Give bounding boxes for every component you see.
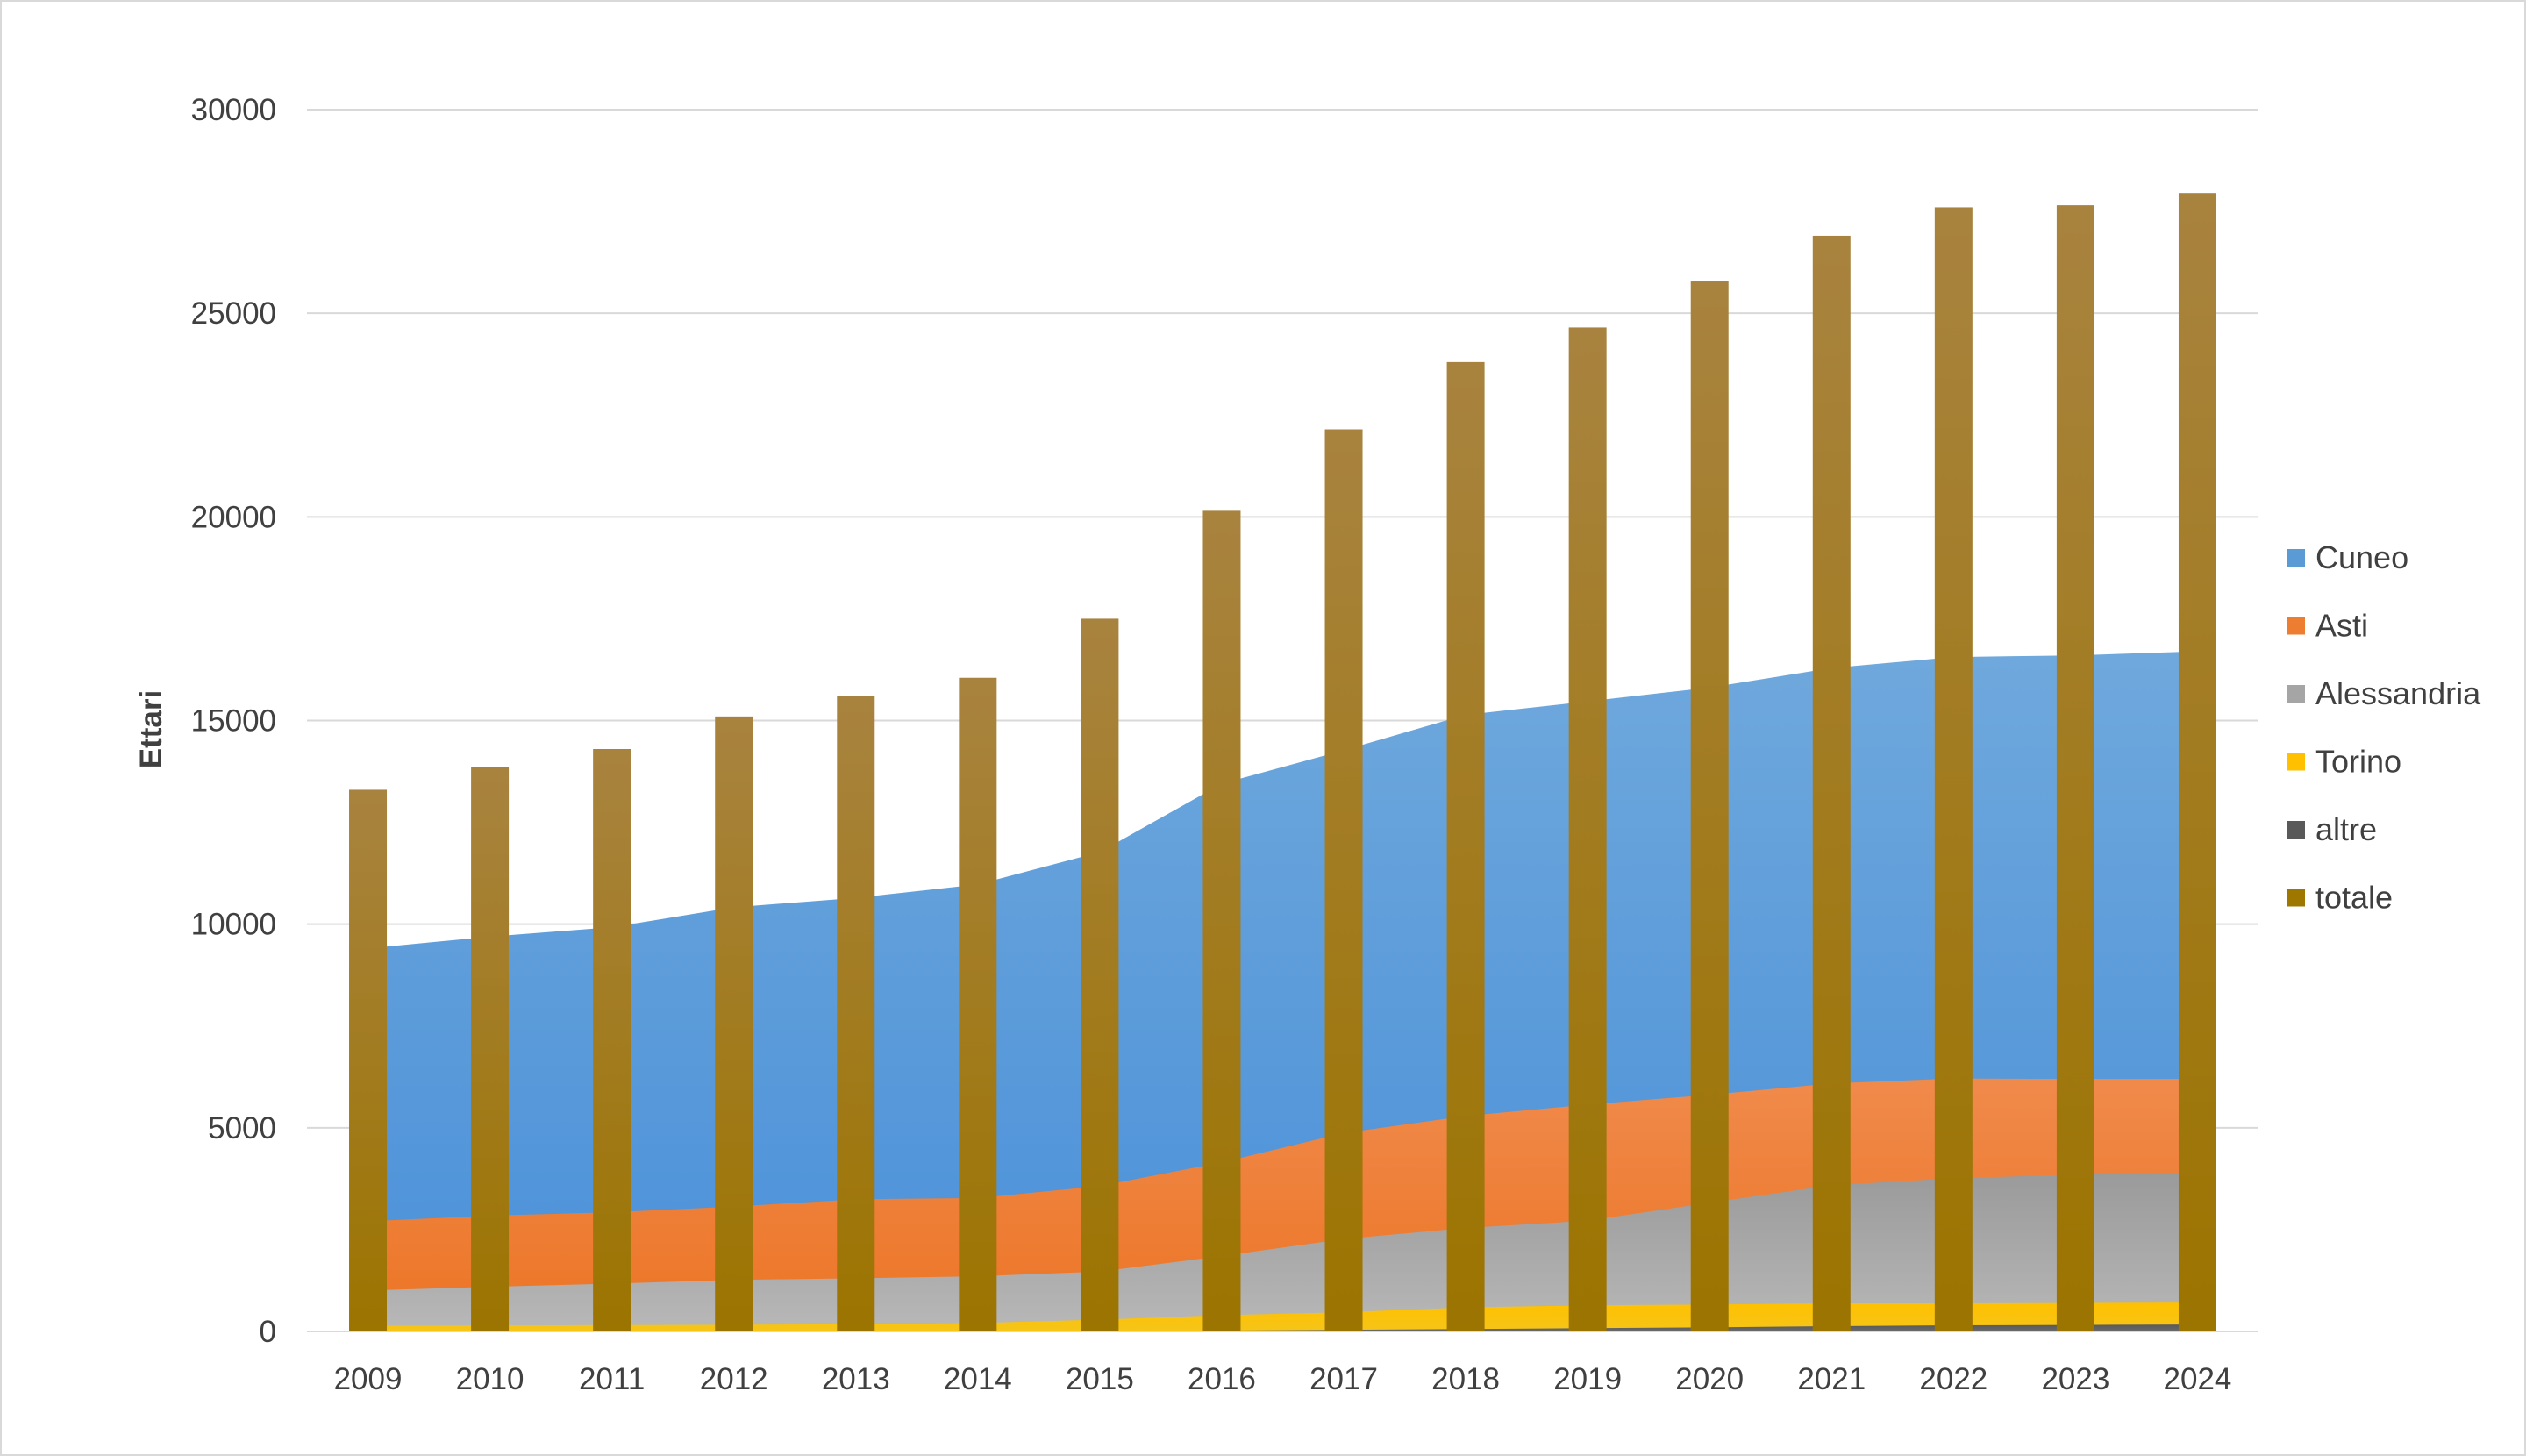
legend-swatch-asti xyxy=(2287,617,2305,635)
x-tick-label: 2012 xyxy=(700,1362,768,1396)
x-tick-label: 2021 xyxy=(1797,1362,1866,1396)
x-tick-label: 2009 xyxy=(334,1362,403,1396)
y-tick-label: 20000 xyxy=(191,500,276,534)
legend-label-totale: totale xyxy=(2316,880,2393,916)
legend-label-cuneo: Cuneo xyxy=(2316,539,2408,575)
y-tick-label: 0 xyxy=(260,1315,276,1349)
bar-totale-2011 xyxy=(593,749,632,1331)
y-tick-label: 25000 xyxy=(191,296,276,331)
y-tick-label: 30000 xyxy=(191,93,276,127)
bar-totale-2022 xyxy=(1934,207,1973,1332)
y-tick-label: 15000 xyxy=(191,704,276,739)
x-tick-label: 2013 xyxy=(822,1362,890,1396)
x-tick-label: 2022 xyxy=(1919,1362,1987,1396)
x-tick-label: 2011 xyxy=(579,1362,645,1396)
bar-totale-2018 xyxy=(1446,361,1485,1331)
x-tick-label: 2024 xyxy=(2164,1362,2232,1396)
bar-totale-2012 xyxy=(715,716,753,1331)
x-tick-label: 2018 xyxy=(1431,1362,1500,1396)
x-tick-label: 2016 xyxy=(1188,1362,1256,1396)
bar-totale-2010 xyxy=(471,767,510,1331)
axes: 0 5000 10000 15000 20000 25000 30000 2009 2010 20… xyxy=(134,93,2231,1396)
bar-totale-2020 xyxy=(1690,281,1729,1331)
x-tick-label: 2023 xyxy=(2041,1362,2109,1396)
bar-series xyxy=(349,193,2216,1332)
x-tick-label: 2014 xyxy=(944,1362,1012,1396)
area-altre xyxy=(367,1324,2198,1331)
area-series xyxy=(367,651,2198,1331)
legend-swatch-altre xyxy=(2287,821,2305,839)
legend-swatch-alessandria xyxy=(2287,685,2305,703)
bar-totale-2023 xyxy=(2056,205,2094,1332)
bar-totale-2013 xyxy=(837,696,875,1331)
bar-totale-2016 xyxy=(1202,510,1241,1331)
x-tick-label: 2017 xyxy=(1309,1362,1378,1396)
x-tick-label: 2015 xyxy=(1066,1362,1134,1396)
bar-totale-2019 xyxy=(1568,327,1607,1331)
legend-label-asti: Asti xyxy=(2316,608,2368,644)
legend-label-altre: altre xyxy=(2316,811,2377,847)
bar-totale-2017 xyxy=(1324,429,1363,1331)
x-tick-label: 2019 xyxy=(1553,1362,1622,1396)
legend-label-torino: Torino xyxy=(2316,744,2401,780)
x-tick-label: 2010 xyxy=(456,1362,524,1396)
legend-label-alessandria: Alessandria xyxy=(2316,675,2481,711)
bar-totale-2009 xyxy=(349,789,388,1331)
bar-totale-2024 xyxy=(2178,193,2216,1331)
area-alessandria xyxy=(367,1172,2198,1331)
bar-totale-2014 xyxy=(959,677,997,1331)
legend-swatch-totale xyxy=(2287,889,2305,907)
legend-swatch-cuneo xyxy=(2287,549,2305,567)
y-axis-title: Ettari xyxy=(134,690,168,768)
x-tick-label: 2020 xyxy=(1675,1362,1744,1396)
y-tick-label: 5000 xyxy=(208,1111,276,1146)
y-tick-label: 10000 xyxy=(191,908,276,942)
legend-swatch-torino xyxy=(2287,753,2305,771)
bar-totale-2021 xyxy=(1812,235,1851,1331)
bar-totale-2015 xyxy=(1081,618,1119,1331)
legend: Cuneo Asti Alessandria Torino altre totale xyxy=(2287,539,2481,916)
area-torino xyxy=(367,1302,2198,1331)
